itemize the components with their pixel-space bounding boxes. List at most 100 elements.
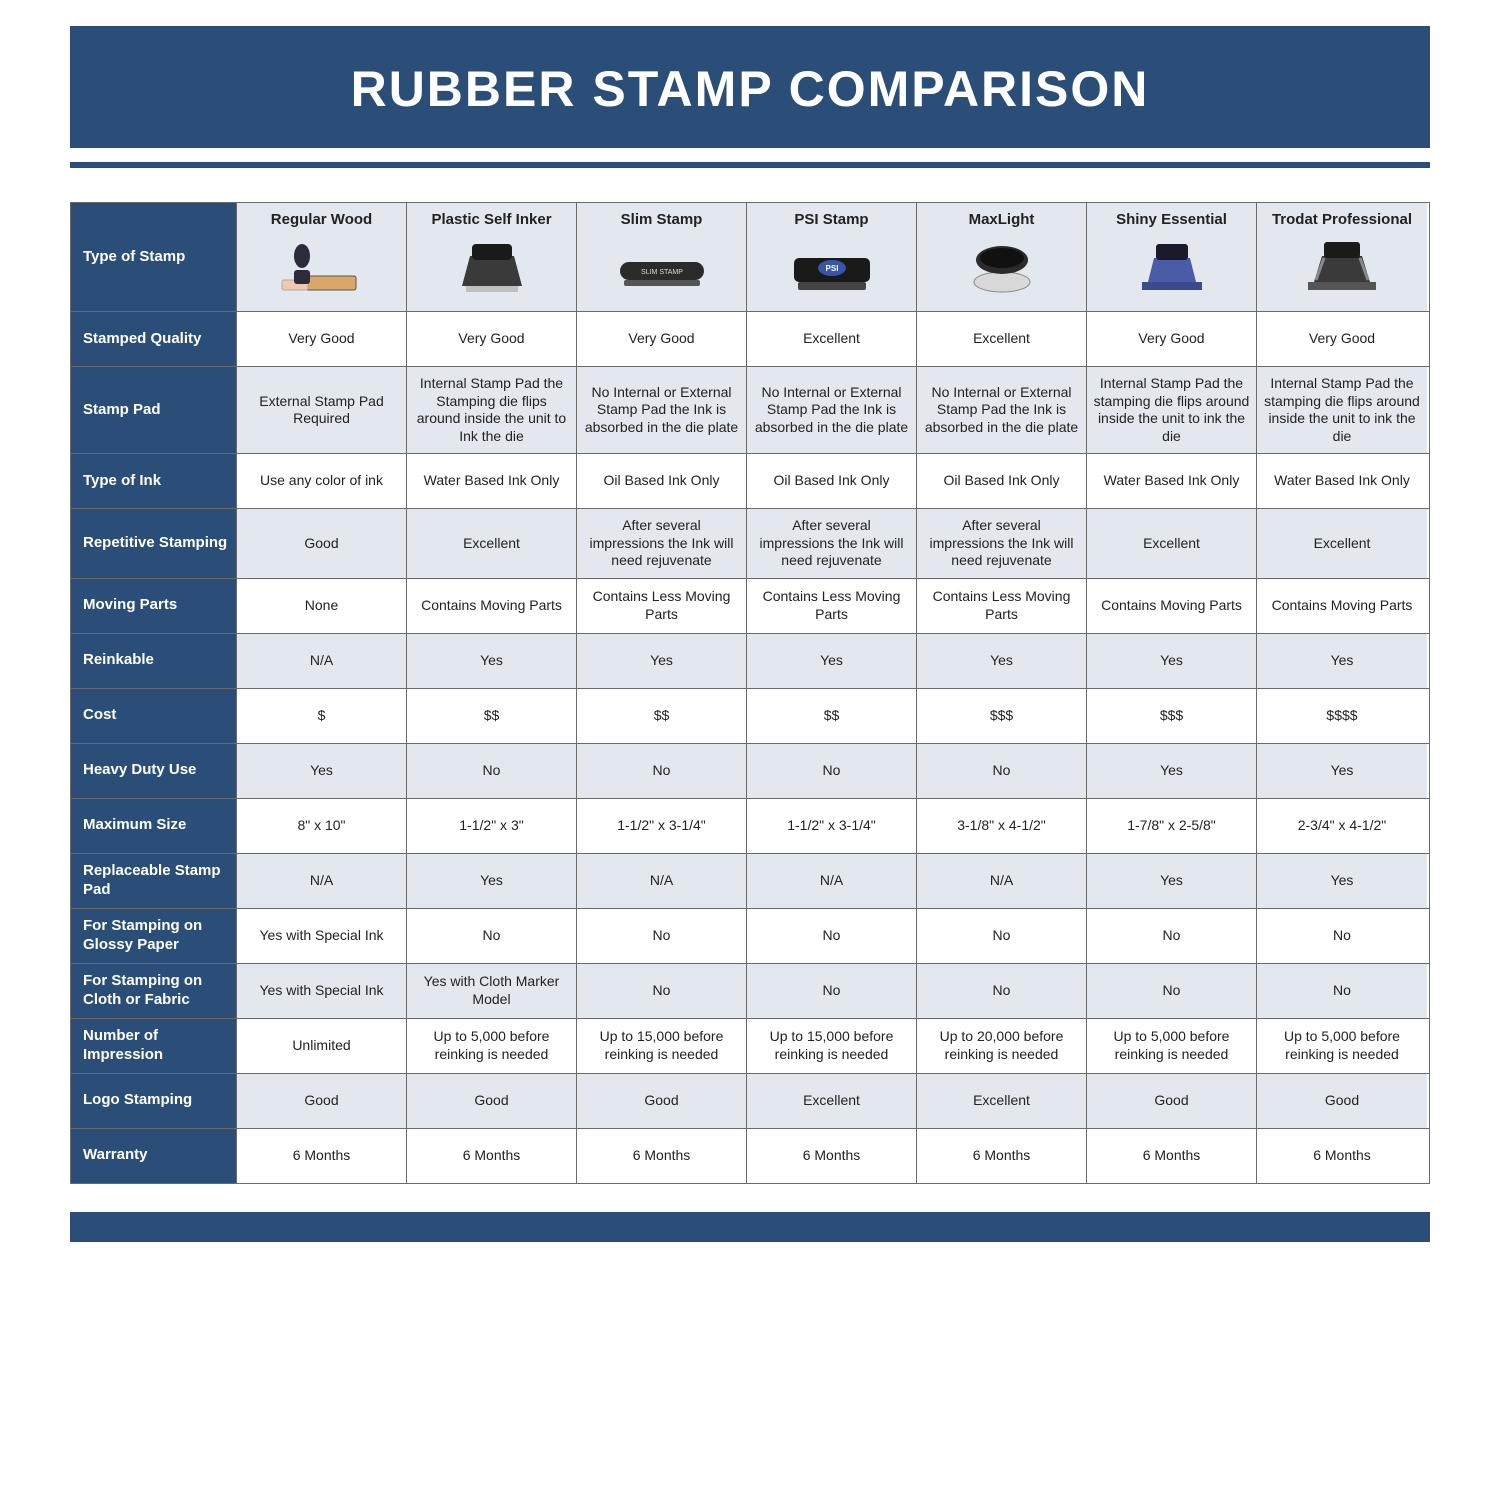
table-row: For Stamping on Glossy PaperYes with Spe… bbox=[71, 909, 1429, 964]
title-banner: RUBBER STAMP COMPARISON bbox=[70, 26, 1430, 148]
table-cell: Excellent bbox=[917, 1074, 1087, 1128]
table-cell: 2-3/4" x 4-1/2" bbox=[1257, 799, 1427, 853]
table-cell: Yes bbox=[1257, 854, 1427, 908]
svg-text:PSI: PSI bbox=[825, 264, 838, 273]
table-cell: Yes bbox=[577, 634, 747, 688]
table-cell: No bbox=[577, 909, 747, 963]
table-cell: No bbox=[1087, 964, 1257, 1018]
table-cell: External Stamp Pad Required bbox=[237, 367, 407, 453]
table-cell: 6 Months bbox=[917, 1129, 1087, 1183]
table-cell: Good bbox=[237, 1074, 407, 1128]
table-cell: $$$$ bbox=[1257, 689, 1427, 743]
table-cell: 1-1/2" x 3-1/4" bbox=[577, 799, 747, 853]
table-cell: No bbox=[917, 909, 1087, 963]
table-row: Stamp PadExternal Stamp Pad RequiredInte… bbox=[71, 367, 1429, 454]
table-row: For Stamping on Cloth or FabricYes with … bbox=[71, 964, 1429, 1019]
table-row: Repetitive StampingGoodExcellentAfter se… bbox=[71, 509, 1429, 579]
table-cell: 6 Months bbox=[1087, 1129, 1257, 1183]
table-cell: Up to 5,000 before reinking is needed bbox=[1257, 1019, 1427, 1073]
col-head: MaxLight bbox=[969, 211, 1035, 230]
svg-text:SLIM STAMP: SLIM STAMP bbox=[641, 269, 683, 276]
table-row: Logo StampingGoodGoodGoodExcellentExcell… bbox=[71, 1074, 1429, 1129]
row-label: Stamped Quality bbox=[71, 312, 237, 366]
table-cell: Oil Based Ink Only bbox=[917, 454, 1087, 508]
table-cell: Yes bbox=[917, 634, 1087, 688]
table-cell: N/A bbox=[237, 634, 407, 688]
table-cell: Good bbox=[1087, 1074, 1257, 1128]
table-cell: Yes bbox=[1257, 744, 1427, 798]
table-cell: Unlimited bbox=[237, 1019, 407, 1073]
row-label: Warranty bbox=[71, 1129, 237, 1183]
table-body: Stamped QualityVery GoodVery GoodVery Go… bbox=[71, 312, 1429, 1184]
table-cell: Yes with Special Ink bbox=[237, 909, 407, 963]
table-cell: Yes with Special Ink bbox=[237, 964, 407, 1018]
table-header-row: Type of Stamp Regular Wood Plastic Self … bbox=[71, 203, 1429, 312]
row-label: Replaceable Stamp Pad bbox=[71, 854, 237, 908]
table-cell: No Internal or External Stamp Pad the In… bbox=[917, 367, 1087, 453]
slim-stamp-icon: SLIM STAMP bbox=[602, 236, 722, 296]
col-head: Regular Wood bbox=[271, 211, 372, 230]
table-cell: Up to 20,000 before reinking is needed bbox=[917, 1019, 1087, 1073]
table-cell: Excellent bbox=[747, 1074, 917, 1128]
table-cell: After several impressions the Ink will n… bbox=[577, 509, 747, 578]
header-label: Type of Stamp bbox=[71, 203, 237, 311]
table-row: Moving PartsNoneContains Moving PartsCon… bbox=[71, 579, 1429, 634]
table-cell: Yes bbox=[1087, 634, 1257, 688]
table-cell: Very Good bbox=[1257, 312, 1427, 366]
table-cell: Internal Stamp Pad the Stamping die flip… bbox=[407, 367, 577, 453]
table-cell: 6 Months bbox=[1257, 1129, 1427, 1183]
table-row: Cost$$$$$$$$$$$$$$$$$ bbox=[71, 689, 1429, 744]
table-cell: Excellent bbox=[747, 312, 917, 366]
table-row: Type of InkUse any color of inkWater Bas… bbox=[71, 454, 1429, 509]
table-cell: No bbox=[747, 909, 917, 963]
table-cell: $$ bbox=[407, 689, 577, 743]
table-cell: None bbox=[237, 579, 407, 633]
table-cell: Internal Stamp Pad the stamping die flip… bbox=[1087, 367, 1257, 453]
col-head: PSI Stamp bbox=[794, 211, 868, 230]
trodat-professional-icon bbox=[1282, 236, 1402, 296]
table-cell: Very Good bbox=[237, 312, 407, 366]
row-label: Stamp Pad bbox=[71, 367, 237, 453]
table-cell: No bbox=[1257, 964, 1427, 1018]
table-cell: 8" x 10" bbox=[237, 799, 407, 853]
wood-stamp-icon bbox=[262, 236, 382, 296]
row-label: Heavy Duty Use bbox=[71, 744, 237, 798]
table-cell: Contains Moving Parts bbox=[1257, 579, 1427, 633]
table-row: ReinkableN/AYesYesYesYesYesYes bbox=[71, 634, 1429, 689]
table-row: Heavy Duty UseYesNoNoNoNoYesYes bbox=[71, 744, 1429, 799]
table-cell: Contains Moving Parts bbox=[1087, 579, 1257, 633]
col-head: Trodat Professional bbox=[1272, 211, 1412, 230]
table-cell: Very Good bbox=[577, 312, 747, 366]
table-cell: Up to 15,000 before reinking is needed bbox=[577, 1019, 747, 1073]
table-cell: Yes with Cloth Marker Model bbox=[407, 964, 577, 1018]
table-cell: Good bbox=[577, 1074, 747, 1128]
table-cell: Oil Based Ink Only bbox=[577, 454, 747, 508]
table-cell: No bbox=[917, 744, 1087, 798]
row-label: For Stamping on Glossy Paper bbox=[71, 909, 237, 963]
table-cell: After several impressions the Ink will n… bbox=[747, 509, 917, 578]
table-cell: Contains Less Moving Parts bbox=[577, 579, 747, 633]
table-cell: $$ bbox=[577, 689, 747, 743]
col-plastic-self-inker: Plastic Self Inker bbox=[407, 203, 577, 311]
table-cell: $$ bbox=[747, 689, 917, 743]
table-cell: Yes bbox=[1087, 854, 1257, 908]
table-cell: No Internal or External Stamp Pad the In… bbox=[747, 367, 917, 453]
table-cell: Very Good bbox=[1087, 312, 1257, 366]
table-cell: No bbox=[747, 744, 917, 798]
table-cell: 1-1/2" x 3" bbox=[407, 799, 577, 853]
table-row: Warranty6 Months6 Months6 Months6 Months… bbox=[71, 1129, 1429, 1184]
table-cell: N/A bbox=[747, 854, 917, 908]
table-cell: Up to 5,000 before reinking is needed bbox=[407, 1019, 577, 1073]
self-inker-icon bbox=[432, 236, 552, 296]
table-cell: Contains Less Moving Parts bbox=[917, 579, 1087, 633]
table-cell: No bbox=[1087, 909, 1257, 963]
col-psi-stamp: PSI Stamp PSI bbox=[747, 203, 917, 311]
table-cell: Yes bbox=[237, 744, 407, 798]
table-cell: Up to 5,000 before reinking is needed bbox=[1087, 1019, 1257, 1073]
col-slim-stamp: Slim Stamp SLIM STAMP bbox=[577, 203, 747, 311]
table-cell: $$$ bbox=[917, 689, 1087, 743]
row-label: Cost bbox=[71, 689, 237, 743]
table-cell: Oil Based Ink Only bbox=[747, 454, 917, 508]
title-underline bbox=[70, 162, 1430, 168]
table-cell: Contains Moving Parts bbox=[407, 579, 577, 633]
